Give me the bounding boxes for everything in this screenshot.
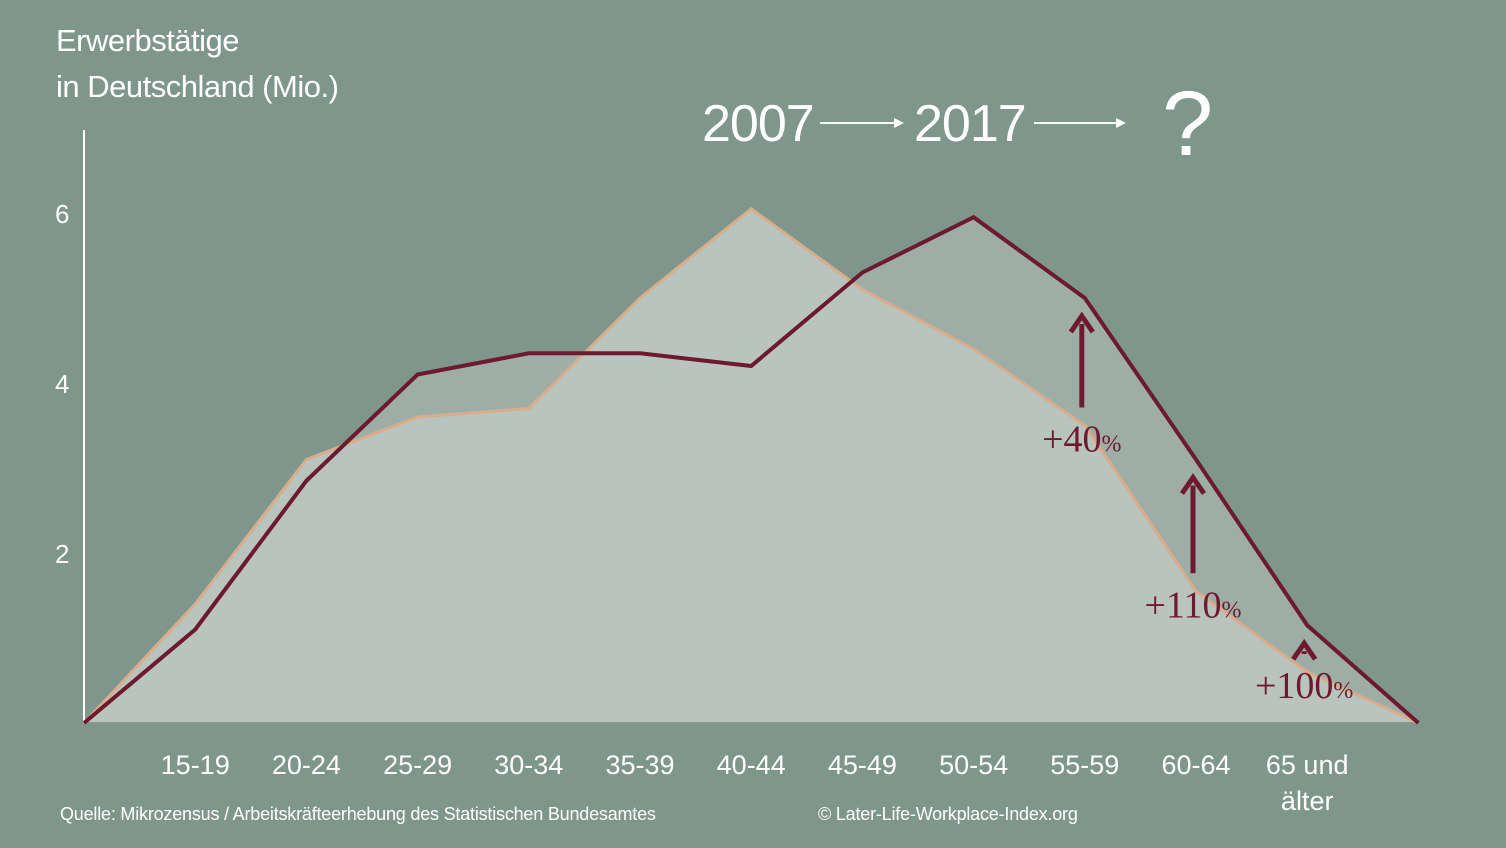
x-tick-label: 40-44 (717, 750, 786, 780)
timeline-header: 2007 2017 ? (700, 73, 1260, 190)
timeline-arrow-1 (820, 118, 904, 128)
growth-arrow-55-59 (1068, 311, 1095, 408)
x-tick-label: 65 und älter (1266, 750, 1349, 816)
area-series-2007 (84, 208, 1419, 723)
x-tick-label: 25-29 (383, 750, 452, 780)
x-tick-label: 55-59 (1050, 750, 1119, 780)
timeline-year-2017: 2017 (914, 95, 1027, 153)
growth-arrow-65-und-älter (1291, 638, 1318, 661)
growth-label: +100% (1255, 665, 1353, 707)
source-note: Quelle: Mikrozensus / Arbeitskräfteerheb… (60, 804, 656, 824)
x-tick-label: 45-49 (828, 750, 897, 780)
growth-label: +40% (1042, 419, 1121, 461)
x-tick-label: 60-64 (1161, 750, 1230, 780)
x-tick-label: 50-54 (939, 750, 1008, 780)
x-tick-label: 15-19 (161, 750, 230, 780)
y-tick-label: 2 (55, 539, 69, 569)
y-tick-label: 4 (55, 369, 69, 399)
growth-arrow-60-64 (1179, 473, 1207, 574)
x-tick-label: 35-39 (605, 750, 674, 780)
timeline-question-mark: ? (1162, 73, 1214, 175)
x-tick-label: 30-34 (494, 750, 563, 780)
y-tick-label: 6 (55, 199, 69, 229)
timeline-arrow-2 (1034, 118, 1126, 128)
y-axis-title: Erwerbstätige in Deutschland (Mio.) (56, 23, 339, 104)
copyright-note: © Later-Life-Workplace-Index.org (818, 804, 1078, 824)
x-tick-label: 20-24 (272, 750, 341, 780)
timeline-year-2007: 2007 (702, 95, 815, 153)
growth-label: +110% (1144, 584, 1241, 626)
